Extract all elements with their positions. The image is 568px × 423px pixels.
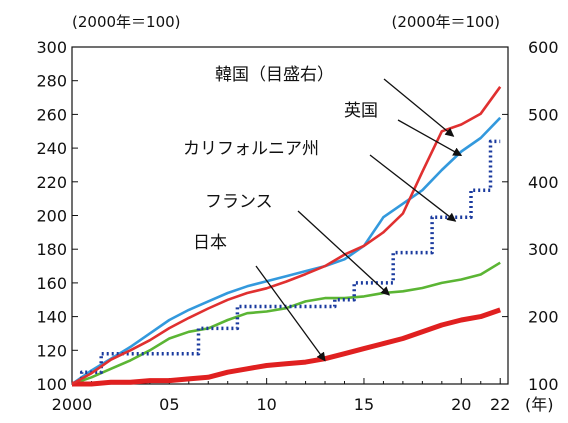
y-left-tick-label: 260: [36, 105, 67, 124]
y-right-tick-label: 100: [528, 375, 559, 394]
y-left-tick-label: 200: [36, 207, 67, 226]
y-left-tick-label: 160: [36, 274, 67, 293]
annotation-arrow: [369, 154, 457, 222]
series-line: [71, 86, 502, 386]
x-tick-label: 10: [256, 395, 276, 414]
annotation-arrow: [297, 210, 391, 296]
x-tick-label: 20: [451, 395, 471, 414]
y-right-tick-label: 200: [528, 308, 559, 327]
series-layer: [71, 86, 502, 387]
y-right-tick-label: 400: [528, 173, 559, 192]
x-tick-label: 05: [159, 395, 179, 414]
series-annotation: 韓国（目盛右）: [215, 65, 334, 85]
y-left-tick-label: 180: [36, 240, 67, 259]
y-left-tick-label: 280: [36, 72, 67, 91]
series-line: [72, 139, 501, 386]
x-tick-label: 2000: [52, 395, 93, 414]
series-line: [71, 116, 502, 386]
series-annotation: フランス: [205, 192, 273, 212]
right-axis-unit: (2000年＝100): [391, 13, 500, 31]
y-right-tick-label: 500: [528, 105, 559, 124]
annotation-arrow: [397, 119, 463, 157]
y-right-tick-label: 300: [528, 240, 559, 259]
axes: 100 120 140 160 180 200 220 240 260 280 300 100 200 3…: [36, 38, 558, 414]
plot-frame: [71, 46, 509, 385]
left-axis-unit: (2000年＝100): [72, 13, 181, 31]
series-annotation: カリフォルニア州: [183, 139, 319, 159]
series-line: [72, 307, 502, 387]
y-left-tick-label: 120: [36, 341, 67, 360]
y-left-tick-label: 140: [36, 308, 67, 327]
y-left-tick-label: 100: [36, 375, 67, 394]
annotation-arrow: [383, 78, 455, 137]
x-axis-unit: (年): [525, 395, 554, 414]
y-right-tick-label: 600: [528, 38, 559, 57]
y-left-tick-label: 300: [36, 38, 67, 57]
x-tick-label: 22: [490, 395, 510, 414]
annotation-arrow: [255, 265, 326, 362]
y-left-tick-label: 240: [36, 139, 67, 158]
series-annotation: 日本: [193, 233, 227, 253]
y-left-tick-label: 220: [36, 173, 67, 192]
x-tick-label: 15: [354, 395, 374, 414]
series-annotation: 英国: [344, 101, 378, 121]
